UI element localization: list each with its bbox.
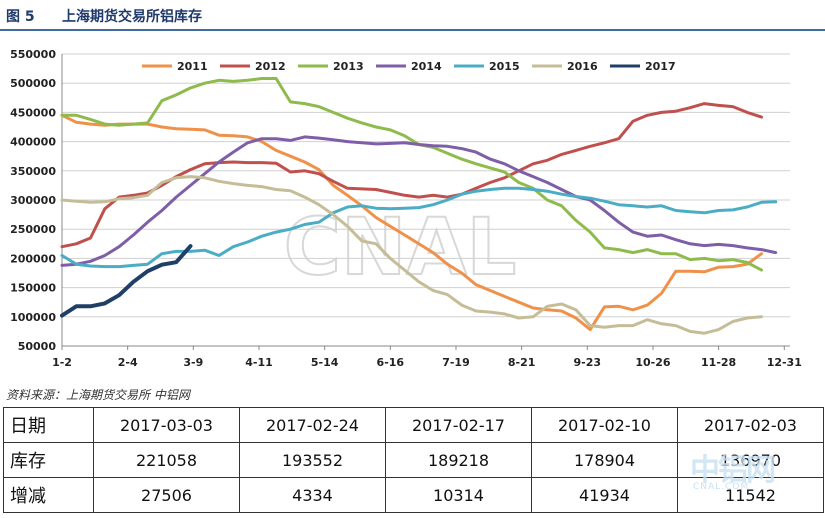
x-tick-label: 5-14 (311, 356, 339, 369)
header-rule (0, 29, 825, 31)
y-tick-label: 300000 (10, 194, 56, 207)
y-tick-label: 100000 (10, 311, 56, 324)
x-tick-label: 12-31 (767, 356, 802, 369)
x-tick-label: 4-11 (245, 356, 273, 369)
x-tick-label: 7-19 (442, 356, 470, 369)
table-row: 日期 2017-03-03 2017-02-24 2017-02-17 2017-02-… (3, 407, 824, 443)
series-2014-line (60, 135, 778, 267)
x-tick-label: 1-2 (52, 356, 72, 369)
site-watermark: 中铝网 (690, 453, 776, 488)
y-tick-label: 550000 (10, 48, 56, 61)
series-lines (60, 77, 778, 335)
series-2017-line (60, 244, 193, 318)
legend-label-2011: 2011 (177, 60, 208, 73)
y-tick-label: 350000 (10, 165, 56, 178)
table-cell: 178904 (531, 442, 678, 478)
table-cell: 27506 (93, 477, 240, 513)
table-cell: 2017-02-17 (385, 407, 532, 443)
legend-label-2014: 2014 (411, 60, 442, 73)
legend-label-2015: 2015 (489, 60, 520, 73)
row-header: 库存 (3, 442, 94, 478)
table-cell: 11542 (677, 477, 824, 513)
table-cell: 41934 (531, 477, 678, 513)
legend-label-2017: 2017 (645, 60, 676, 73)
figure-title: 上海期货交易所铝库存 (62, 9, 202, 25)
site-watermark-sub: CNAL.COM (693, 482, 750, 492)
y-tick-label: 50000 (18, 340, 57, 353)
x-tick-label: 2-4 (118, 356, 138, 369)
legend: 2011 2012 2013 2014 2015 2016 2017 (142, 60, 676, 73)
series-2012-line (60, 102, 763, 249)
x-tick-label: 6-16 (377, 356, 405, 369)
x-tick-label: 3-9 (183, 356, 203, 369)
series-2015-line (60, 186, 778, 269)
line-chart: CNAL 50000 100000 150000 200000 250000 300000… (10, 48, 802, 369)
table-row: 增减 27506 4334 10314 41934 11542 (3, 477, 824, 513)
x-tick-label: 10-26 (635, 356, 671, 369)
table-cell: 193552 (239, 442, 386, 478)
table-cell: 189218 (385, 442, 532, 478)
table-cell: 2017-02-03 (677, 407, 824, 443)
y-tick-label: 150000 (10, 282, 56, 295)
row-header: 增减 (3, 477, 94, 513)
axes: 50000 100000 150000 200000 250000 300000 35000… (10, 48, 802, 369)
grid-lines (62, 53, 790, 347)
series-2011-line (60, 113, 763, 332)
table-cell: 10314 (385, 477, 532, 513)
y-tick-label: 200000 (10, 252, 56, 265)
table-row: 库存 221058 193552 189218 178904 136970 (3, 442, 824, 478)
figure-label: 图 5 (6, 9, 35, 25)
x-tick-label: 11-28 (701, 356, 736, 369)
legend-label-2012: 2012 (255, 60, 286, 73)
table-cell: 2017-02-10 (531, 407, 678, 443)
chart-watermark: CNAL (284, 203, 517, 293)
figure-header: 图 5 上海期货交易所铝库存 (0, 0, 825, 32)
y-tick-label: 250000 (10, 223, 56, 236)
series-2013-line (60, 77, 763, 272)
table-cell: 136970 (677, 442, 824, 478)
legend-label-2013: 2013 (333, 60, 364, 73)
table-cell: 221058 (93, 442, 240, 478)
inventory-table: 日期 2017-03-03 2017-02-24 2017-02-17 2017-02-… (3, 407, 824, 513)
x-tick-label: 8-21 (508, 356, 536, 369)
row-header: 日期 (3, 407, 94, 443)
source-note: 资料来源：上海期货交易所 中铝网 (6, 388, 190, 402)
legend-label-2016: 2016 (567, 60, 598, 73)
y-tick-label: 500000 (10, 77, 56, 90)
y-tick-label: 400000 (10, 136, 56, 149)
table-cell: 4334 (239, 477, 386, 513)
series-2016-line (60, 175, 763, 335)
table-cell: 2017-02-24 (239, 407, 386, 443)
table-cell: 2017-03-03 (93, 407, 240, 443)
x-tick-label: 9-23 (574, 356, 602, 369)
y-tick-label: 450000 (10, 106, 56, 119)
